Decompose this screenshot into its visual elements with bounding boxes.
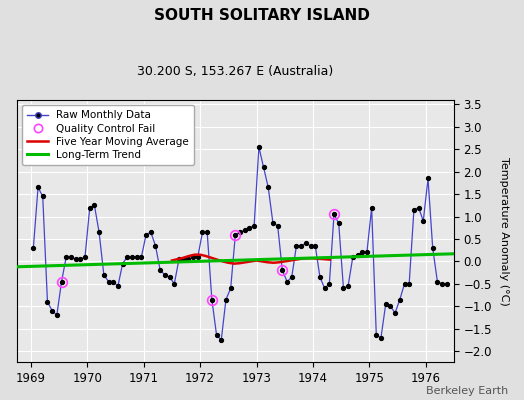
Legend: Raw Monthly Data, Quality Control Fail, Five Year Moving Average, Long-Term Tren: Raw Monthly Data, Quality Control Fail, … <box>22 105 194 165</box>
Title: 30.200 S, 153.267 E (Australia): 30.200 S, 153.267 E (Australia) <box>137 65 333 78</box>
Y-axis label: Temperature Anomaly (°C): Temperature Anomaly (°C) <box>499 157 509 306</box>
Text: SOUTH SOLITARY ISLAND: SOUTH SOLITARY ISLAND <box>154 8 370 23</box>
Text: Berkeley Earth: Berkeley Earth <box>426 386 508 396</box>
